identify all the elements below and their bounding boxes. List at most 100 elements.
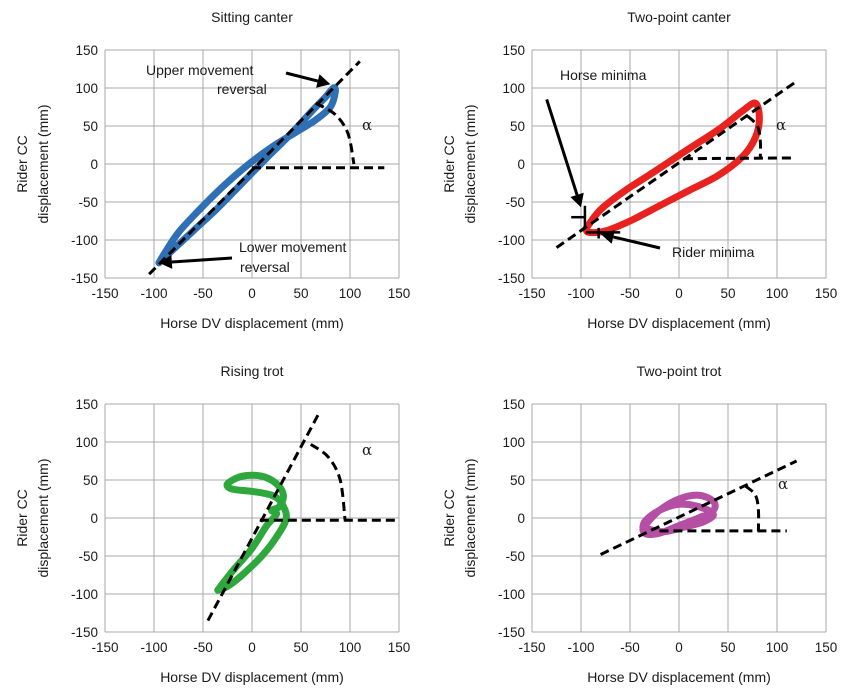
- chart-title: Two-point trot: [637, 363, 722, 379]
- x-axis-label: Horse DV displacement (mm): [160, 669, 344, 685]
- alpha-angle-arc: [746, 115, 763, 158]
- chart-panel-3: Rising trot -150 -100 -50 0 50 100 150 -150 -100 -…: [14, 363, 410, 685]
- x-tick-label: -100: [140, 640, 167, 655]
- y-tick-label: -150: [71, 625, 98, 640]
- chart-panel-2: Two-point canter -150 -100 -50 0 50 100 150 -150…: [441, 9, 837, 331]
- series-loop: [214, 471, 290, 594]
- x-tick-label: -100: [567, 640, 594, 655]
- x-tick-label: 100: [766, 286, 789, 301]
- y-tick-label: 50: [510, 119, 525, 134]
- x-tick-label: -100: [567, 286, 594, 301]
- x-tick-label: 50: [720, 286, 735, 301]
- y-axis-label: Rider CC: [441, 489, 457, 547]
- x-tick-label: 100: [766, 640, 789, 655]
- x-tick-label: 50: [720, 640, 735, 655]
- chart-title: Sitting canter: [211, 9, 293, 25]
- series-loop: [639, 491, 719, 538]
- y-tick-label: 150: [75, 397, 98, 412]
- y-tick-label: 50: [510, 473, 525, 488]
- x-tick-label: -150: [91, 286, 118, 301]
- annotation-text: Upper movement: [146, 62, 253, 78]
- x-tick-label: 0: [248, 640, 256, 655]
- y-tick-label: 150: [502, 397, 525, 412]
- chart-title: Rising trot: [220, 363, 283, 379]
- fit-line: [148, 60, 361, 276]
- x-tick-label: -50: [193, 286, 213, 301]
- y-tick-label: -100: [71, 233, 98, 248]
- y-tick-label: -100: [71, 587, 98, 602]
- y-tick-label: -50: [505, 195, 525, 210]
- y-tick-label: -150: [498, 625, 525, 640]
- x-tick-label: 150: [815, 640, 838, 655]
- y-tick-label: 100: [75, 81, 98, 96]
- y-tick-label: 100: [502, 81, 525, 96]
- x-tick-label: 50: [293, 640, 308, 655]
- y-tick-label: 50: [83, 473, 98, 488]
- y-axis-label: displacement (mm): [35, 458, 51, 577]
- alpha-angle-arc: [314, 101, 356, 165]
- x-axis-label: Horse DV displacement (mm): [160, 315, 344, 331]
- x-tick-label: -150: [91, 640, 118, 655]
- fit-line: [555, 81, 796, 249]
- alpha-label: α: [776, 116, 786, 134]
- x-axis-label: Horse DV displacement (mm): [587, 315, 771, 331]
- annotation-text: reversal: [217, 81, 267, 97]
- y-tick-label: 0: [90, 157, 98, 172]
- annotation-arrow: [545, 98, 584, 208]
- x-tick-label: -50: [193, 640, 213, 655]
- alpha-angle-arc: [744, 484, 761, 531]
- x-tick-label: 100: [339, 640, 362, 655]
- y-tick-label: -50: [78, 549, 98, 564]
- y-axis-label: displacement (mm): [462, 104, 478, 223]
- annotation-text: Lower movement: [239, 239, 346, 255]
- x-tick-label: -50: [620, 640, 640, 655]
- series-loop: [155, 84, 339, 267]
- alpha-label: α: [362, 441, 372, 459]
- x-axis-label: Horse DV displacement (mm): [587, 669, 771, 685]
- y-tick-label: 100: [75, 435, 98, 450]
- x-tick-label: 150: [815, 286, 838, 301]
- y-tick-label: 50: [83, 119, 98, 134]
- y-axis-label: Rider CC: [441, 135, 457, 193]
- x-tick-label: 150: [388, 640, 411, 655]
- x-tick-label: 50: [293, 286, 308, 301]
- y-tick-label: -50: [78, 195, 98, 210]
- y-tick-label: -150: [71, 271, 98, 286]
- chart-title: Two-point canter: [627, 9, 731, 25]
- annotation-arrow: [600, 230, 661, 250]
- y-axis-label: Rider CC: [14, 489, 30, 547]
- y-tick-label: 0: [517, 157, 525, 172]
- y-axis-label: Rider CC: [14, 135, 30, 193]
- fit-line: [206, 413, 320, 622]
- annotation-arrow: [158, 254, 233, 269]
- annotation-text: Horse minima: [560, 67, 647, 83]
- fit-line: [599, 459, 798, 556]
- chart-panel-1: Sitting canter -150 -100 -50 0 50 100 150 -150 -1…: [14, 9, 410, 331]
- y-tick-label: -150: [498, 271, 525, 286]
- x-tick-label: 0: [675, 640, 683, 655]
- x-tick-label: 0: [248, 286, 256, 301]
- x-tick-label: 0: [675, 286, 683, 301]
- chart-panel-4: Two-point trot -150 -100 -50 0 50 100 150 -150 -1…: [441, 363, 837, 685]
- y-tick-label: -100: [498, 587, 525, 602]
- x-tick-label: 100: [339, 286, 362, 301]
- x-tick-label: -150: [518, 286, 545, 301]
- y-tick-label: 0: [90, 511, 98, 526]
- y-axis-label: displacement (mm): [35, 104, 51, 223]
- y-tick-label: 100: [502, 435, 525, 450]
- x-tick-label: -150: [518, 640, 545, 655]
- y-tick-label: -100: [498, 233, 525, 248]
- alpha-angle-arc: [309, 443, 347, 521]
- annotation-text: Rider minima: [672, 244, 755, 260]
- y-tick-label: 0: [517, 511, 525, 526]
- y-tick-label: 150: [502, 43, 525, 58]
- x-tick-label: -50: [620, 286, 640, 301]
- baseline-line: [683, 156, 795, 161]
- y-tick-label: 150: [75, 43, 98, 58]
- annotation-arrow: [285, 71, 331, 88]
- alpha-label: α: [778, 475, 788, 493]
- annotation-text: reversal: [240, 259, 290, 275]
- y-axis-label: displacement (mm): [462, 458, 478, 577]
- x-tick-label: -100: [140, 286, 167, 301]
